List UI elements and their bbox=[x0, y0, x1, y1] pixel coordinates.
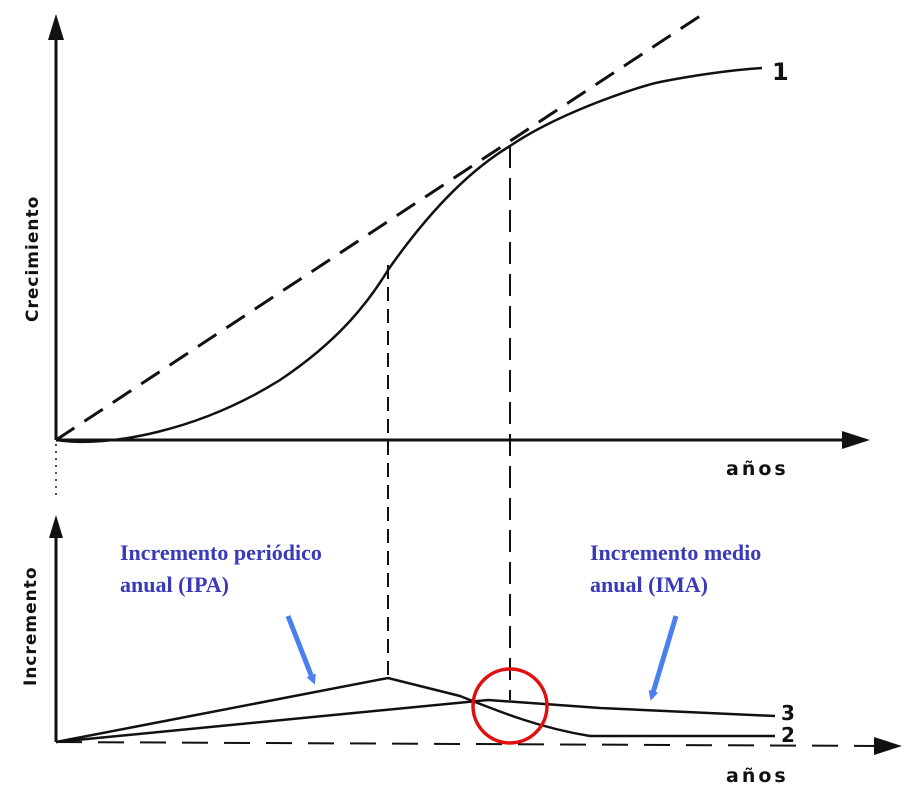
top-x-axis-label: años bbox=[726, 458, 789, 480]
bottom-x-axis-arrowhead bbox=[874, 737, 902, 755]
curve-3-label: 3 bbox=[781, 701, 795, 725]
ima-arrow-icon bbox=[648, 615, 679, 701]
growth-curve-1 bbox=[55, 66, 763, 444]
ipa-curve-2 bbox=[55, 676, 775, 744]
bottom-x-axis-label: años bbox=[726, 765, 789, 785]
ipa-annotation-line2: anual (IPA) bbox=[120, 572, 229, 597]
ipa-arrow-icon bbox=[285, 615, 316, 685]
bottom-x-axis bbox=[55, 741, 879, 747]
intersection-highlight-circle bbox=[471, 667, 549, 745]
curve-1-label: 1 bbox=[772, 58, 789, 86]
ipa-annotation-line1: Incremento periódico bbox=[120, 540, 322, 565]
ima-curve-3 bbox=[55, 698, 776, 744]
bottom-chart: Incremento años 3 2 bbox=[21, 515, 902, 785]
ima-annotation-line2: anual (IMA) bbox=[590, 572, 708, 597]
top-chart: Crecimiento años 1 bbox=[23, 14, 870, 700]
curve-2-label: 2 bbox=[781, 723, 795, 747]
top-x-axis-arrowhead bbox=[842, 431, 870, 449]
tangent-dashed-line bbox=[55, 14, 701, 442]
bottom-y-axis-label: Incremento bbox=[21, 566, 41, 686]
annotations: Incremento periódico anual (IPA) Increme… bbox=[120, 540, 761, 745]
bottom-y-axis-arrowhead bbox=[49, 515, 63, 538]
top-y-axis-arrowhead bbox=[48, 14, 64, 40]
top-y-axis-label: Crecimiento bbox=[23, 196, 43, 322]
ima-annotation-line1: Incremento medio bbox=[590, 540, 761, 565]
